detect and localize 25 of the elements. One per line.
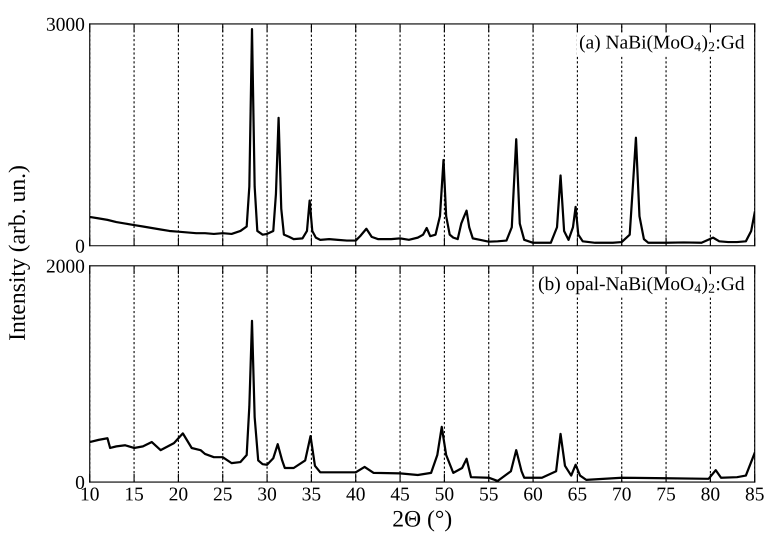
x-tick-label: 30 xyxy=(258,487,276,501)
x-tick-label: 25 xyxy=(214,488,232,501)
x-tick-label: 40 xyxy=(346,487,365,501)
x-tick-label: 50 xyxy=(436,487,454,501)
y-tick-label: 2000 xyxy=(46,260,84,273)
x-tick-label: 15 xyxy=(126,488,144,501)
x-tick-label: 70 xyxy=(613,487,631,501)
x-tick-label: 10 xyxy=(82,487,99,501)
annotation: (b) opal-NaBi(MoO$_{4}$)$_{2}$:Gd xyxy=(538,276,744,294)
annotation: (a) NaBi(MoO$_{4}$)$_{2}$:Gd xyxy=(580,35,744,53)
y-tick-label: 0 xyxy=(76,476,84,489)
x-tick-label: 65 xyxy=(568,488,586,501)
x-tick-label: 35 xyxy=(302,488,320,501)
x-tick-label: 20 xyxy=(170,487,188,501)
x-tick-label: 55 xyxy=(480,488,498,501)
x-axis-title: 2Θ (°) xyxy=(393,510,452,532)
x-tick-label: 80 xyxy=(701,487,720,501)
x-tick-label: 75 xyxy=(658,488,676,501)
x-tick-label: 45 xyxy=(390,488,410,501)
y-axis-title: Intensity (arb. un.) xyxy=(8,166,30,340)
line-series xyxy=(90,28,755,244)
x-tick-label: 60 xyxy=(524,487,542,501)
y-tick-label: 3000 xyxy=(46,18,84,31)
y-tick-label: 0 xyxy=(76,240,84,253)
x-tick-label: 85 xyxy=(746,487,764,501)
